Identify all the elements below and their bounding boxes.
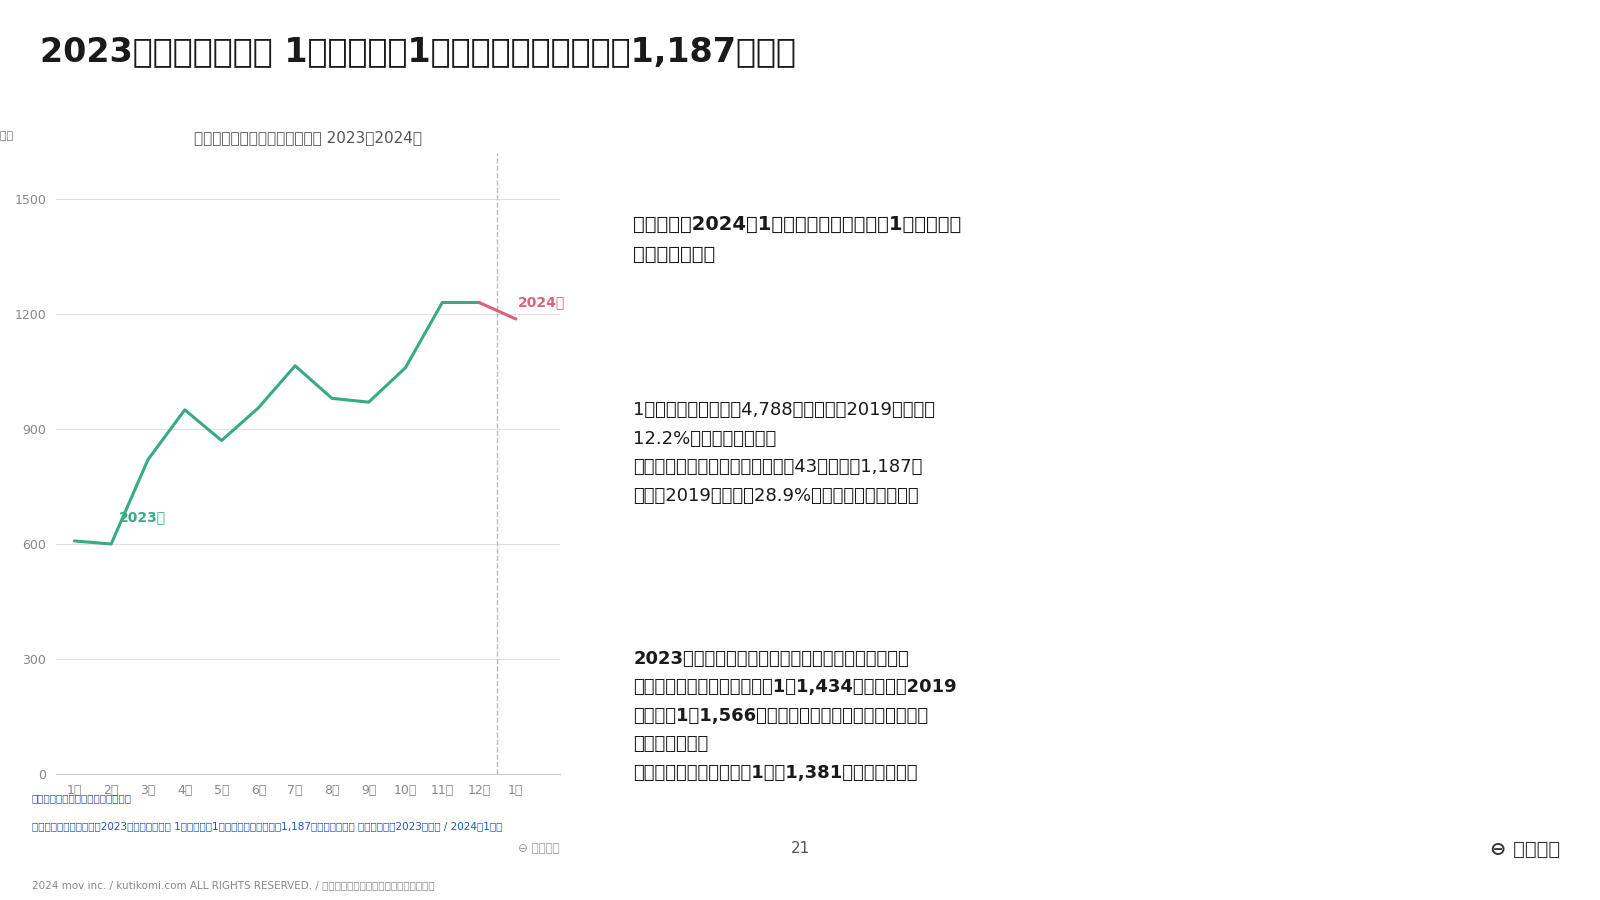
- Text: ⊖ 訪日ラボ: ⊖ 訪日ラボ: [518, 842, 560, 855]
- Text: 観光庁は、2024年1月の延べ宿泊者数（第1次速報）を
公表しました。: 観光庁は、2024年1月の延べ宿泊者数（第1次速報）を 公表しました。: [634, 215, 962, 265]
- Text: 21: 21: [790, 842, 810, 857]
- Text: ＜参照＞観光庁：宿泊旅行統計調査: ＜参照＞観光庁：宿泊旅行統計調査: [32, 793, 131, 803]
- Text: 2023年年間宿泊者数 1位は韓国　1月外国人宿泊数全体は1,187万人泊: 2023年年間宿泊者数 1位は韓国 1月外国人宿泊数全体は1,187万人泊: [40, 35, 797, 68]
- Text: 2023年年間の外国人延べ宿泊者数・国籍別延べ宿泊
者数も発表され、宿泊者数は1億1,434万人泊と、2019
年年間の1億1,566万人泊に迫る数値を記録した: 2023年年間の外国人延べ宿泊者数・国籍別延べ宿泊 者数も発表され、宿泊者数は1…: [634, 650, 957, 782]
- Text: 2024年: 2024年: [518, 295, 565, 310]
- Text: ⊖ 訪日ラボ: ⊖ 訪日ラボ: [1490, 840, 1560, 859]
- Text: 2024 mov inc. / kutikomi.com ALL RIGHTS RESERVED. / 無断転載・二次利用を固く禁止します。: 2024 mov inc. / kutikomi.com ALL RIGHTS …: [32, 880, 435, 890]
- Text: 1月の延べ宿泊者数は4,788万人泊で、2019年同月比
12.2%増となりました。
また、外国人宿泊者数は前月から43万人減の1,187万
人泊（2019年同: 1月の延べ宿泊者数は4,788万人泊で、2019年同月比 12.2%増となりまし…: [634, 401, 934, 505]
- Text: ＜関連記事＞訪日ラボ：2023年年間宿泊者数 1位は韓国　1月外国人宿泊数全体は1,187万人泊【観光庁 宿泊旅行統計2023年年間 / 2024年1月】: ＜関連記事＞訪日ラボ：2023年年間宿泊者数 1位は韓国 1月外国人宿泊数全体は…: [32, 821, 502, 831]
- Text: 2023年: 2023年: [118, 510, 166, 524]
- Text: （万人泊）: （万人泊）: [0, 130, 13, 140]
- Title: 訪日外国人延べ宿泊者数の推移 2023～2024年: 訪日外国人延べ宿泊者数の推移 2023～2024年: [194, 130, 422, 145]
